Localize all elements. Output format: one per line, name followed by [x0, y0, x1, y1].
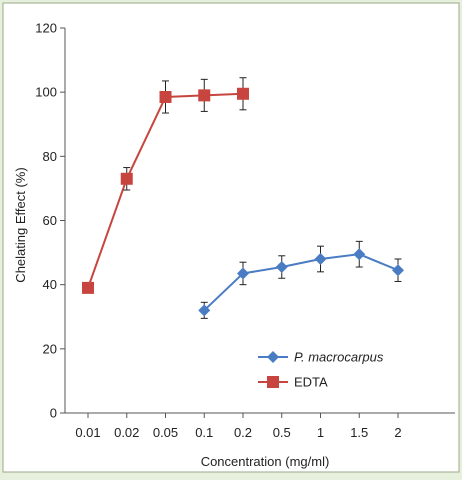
x-axis-label: Concentration (mg/ml) [201, 454, 330, 469]
x-tick-label: 2 [394, 425, 401, 440]
series-layer [82, 77, 404, 319]
legend-marker [267, 351, 279, 363]
legend-marker [267, 376, 279, 388]
legend-label: EDTA [294, 375, 328, 390]
data-point [314, 253, 327, 265]
data-point [237, 267, 249, 280]
legend: P. macrocarpus EDTA [258, 350, 384, 390]
y-tick-label: 80 [43, 149, 57, 164]
data-point [82, 281, 94, 294]
plot-background [2, 2, 460, 473]
data-point [392, 264, 404, 277]
series-line [203, 253, 399, 312]
data-point [198, 304, 211, 317]
series-1 [198, 240, 404, 319]
data-point [198, 89, 211, 102]
x-tick-label: 0.02 [114, 425, 139, 440]
data-point [237, 87, 249, 100]
x-tick-label: 1 [317, 425, 324, 440]
data-point [275, 261, 288, 274]
y-tick-label: 100 [35, 85, 57, 100]
data-point [120, 172, 133, 185]
legend-label: P. macrocarpus [294, 350, 384, 365]
y-tick-label: 40 [43, 277, 57, 292]
data-point [353, 248, 366, 261]
data-point [159, 90, 172, 103]
x-tick-label: 0.05 [153, 425, 178, 440]
y-axis-label: Chelating Effect (%) [13, 167, 28, 282]
y-tick-label: 0 [50, 406, 57, 421]
x-tick-label: 0.1 [195, 425, 213, 440]
y-tick-label: 60 [43, 213, 57, 228]
axes: 0 20 40 60 80 100 120 0.01 0.02 0.05 0.1 0.2 0.5 1 1.5… [35, 21, 455, 440]
x-tick-label: 0.01 [75, 425, 100, 440]
legend-entry: EDTA [258, 375, 328, 390]
y-tick-label: 20 [43, 341, 57, 356]
legend-entry: P. macrocarpus [258, 350, 384, 365]
x-tick-label: 1.5 [350, 425, 368, 440]
y-tick-label: 120 [35, 21, 57, 36]
series-2 [82, 77, 249, 294]
x-tick-label: 0.2 [234, 425, 252, 440]
x-tick-label: 0.5 [273, 425, 291, 440]
